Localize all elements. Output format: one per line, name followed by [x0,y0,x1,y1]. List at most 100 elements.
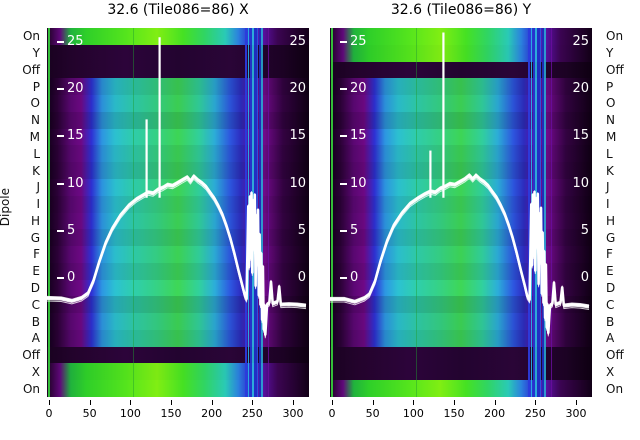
heatmap-row-g-12 [330,229,592,247]
inner-ytick-label-right: 15 [572,128,589,144]
dipole-label-right-f-13: F [606,247,613,262]
left-panel-title: 32.6 (Tile086=86) X [107,2,249,18]
xtick-mark [170,400,172,405]
dipole-label-left-f-13: F [33,247,40,262]
heatmap-row-m-6 [47,128,309,146]
inner-ytick-label: 5 [350,222,359,238]
heatmap-row-off-2 [47,61,309,79]
xtick-mark [49,400,50,405]
heatmap-row-c-16 [330,296,592,314]
heatmap-row-i-10 [47,195,309,214]
dipole-label-right-j-9: J [606,180,610,195]
heatmap-row-on-0 [47,28,309,46]
dipole-label-right-m-6: M [606,130,617,145]
xtick-label: 250 [524,407,546,420]
heatmap-row-j-9 [47,178,309,197]
xtick-label: 300 [282,407,304,420]
xtick-label: 150 [443,407,465,420]
inner-ytick-label: 20 [67,81,84,97]
inner-ytick-label-right: 15 [289,128,306,144]
xtick-mark [494,400,496,405]
dipole-label-left-n-5: N [31,113,40,128]
inner-ytick-mark [340,277,347,279]
heatmap-row-f-13 [330,246,592,264]
bandpass-curve [47,37,307,339]
dipole-label-left-o-4: O [30,96,40,111]
heatmap-row-b-17 [330,313,592,331]
heatmap-row-b-17 [47,313,309,331]
inner-ytick-mark [57,277,64,279]
dipole-label-right-b-17: B [606,314,615,329]
inner-ytick-mark [340,135,347,138]
dipole-label-right-o-4: O [606,96,616,111]
dipole-label-right-g-12: G [606,230,616,245]
bandpass-trace [330,173,590,332]
heatmap-row-off-19 [330,346,592,365]
dipole-label-left-a-18: A [31,331,40,346]
dipole-label-right-on-0: On [606,29,624,44]
heatmap-row-on-21 [47,380,309,397]
dipole-label-right-e-14: E [606,264,614,279]
inner-ytick-mark [57,182,64,185]
dipole-label-left-j-9: J [36,180,40,195]
inner-ytick-label-right: 20 [289,81,306,97]
heatmap-panel-x: 25 25 20 20 15 15 10 10 5 5 0 0 [47,28,309,397]
dipole-label-left-h-11: H [30,213,40,228]
dipole-label-left-i-10: I [36,197,40,212]
dipole-label-right-n-5: N [606,113,615,128]
xtick-label: 300 [565,407,587,420]
rfi-stripe [416,28,418,397]
xtick-label: 200 [484,407,506,420]
dipole-label-right-y-1: Y [606,46,614,61]
inner-ytick-label-right: 20 [572,81,589,97]
heatmap-row-x-20 [47,363,309,381]
dipole-label-left-d-15: D [30,280,40,295]
inner-ytick-mark [340,41,347,43]
xtick-mark [535,400,537,405]
rfi-stripe [48,28,51,397]
rfi-stripe [550,28,553,397]
inner-ytick-label: 10 [350,175,367,191]
xtick-label: 0 [45,407,53,420]
dipole-label-right-on-21: On [606,381,624,396]
heatmap-row-a-18 [330,329,592,348]
dipole-label-right-h-11: H [606,213,616,228]
heatmap-row-m-6 [330,128,592,146]
heatmap-row-k-8 [330,162,592,180]
dipole-label-left-on-21: On [22,381,40,396]
heatmap-row-i-10 [330,195,592,214]
xtick-label: 50 [365,407,380,420]
rfi-stripe [331,28,334,397]
heatmap-row-on-21 [330,380,592,397]
heatmap-row-c-16 [47,296,309,314]
dipole-label-right-a-18: A [606,331,615,346]
bandpass-trace [330,177,590,337]
xtick-label: 100 [402,407,424,420]
xtick-label: 0 [328,407,336,420]
dipole-label-right-off-2: Off [606,62,624,77]
heatmap-row-n-5 [330,111,592,130]
xtick-label: 150 [160,407,182,420]
xtick-mark [453,400,455,405]
inner-ytick-label-right: 5 [580,222,589,238]
xtick-mark [413,400,415,405]
dipole-label-left-on-0: On [22,29,40,44]
xtick-mark [130,400,132,405]
dipole-label-left-off-2: Off [22,62,40,77]
heatmap-row-o-4 [330,95,592,113]
dipole-label-left-e-14: E [32,264,40,279]
dipole-label-right-l-7: L [606,146,613,161]
dipole-label-right-c-16: C [606,297,615,312]
inner-ytick-mark [57,41,64,43]
heatmap-row-x-20 [330,363,592,381]
rfi-stripe [133,28,135,397]
rfi-stripe [245,28,248,397]
bandpass-trace [47,174,307,334]
rfi-stripe [541,28,544,397]
rfi-stripe [267,28,270,397]
inner-ytick-label: 0 [350,270,359,285]
heatmap-row-l-7 [330,145,592,163]
inner-ytick-label: 20 [350,81,367,97]
inner-ytick-label: 5 [67,222,76,238]
